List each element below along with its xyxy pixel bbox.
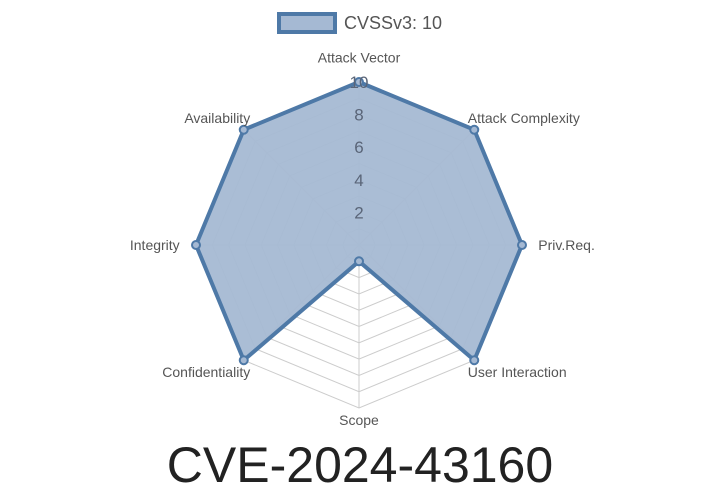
data-point	[238, 355, 249, 366]
data-point	[354, 77, 364, 87]
data-point	[469, 124, 480, 135]
axis-label: Attack Complexity	[468, 110, 580, 126]
tick-label: 6	[354, 138, 363, 157]
data-point	[354, 256, 364, 267]
data-point	[469, 355, 480, 366]
legend-label: CVSSv3: 10	[344, 13, 442, 33]
chart-title: CVE-2024-43160	[166, 437, 554, 493]
axis-label: Confidentiality	[162, 364, 250, 380]
data-point	[517, 240, 527, 250]
axis-label: Scope	[339, 412, 379, 428]
tick-label: 10	[350, 73, 369, 92]
tick-label: 2	[354, 203, 363, 222]
axis-label: Attack Vector	[318, 50, 401, 66]
data-point	[191, 240, 201, 250]
tick-label: 8	[354, 106, 363, 125]
legend-swatch	[277, 12, 337, 34]
axis-label: Integrity	[130, 237, 180, 253]
data-point	[238, 124, 249, 135]
axis-label: Availability	[184, 110, 250, 126]
axis-label: User Interaction	[468, 364, 567, 380]
axis-label: Priv.Req.	[538, 237, 595, 253]
tick-label: 4	[354, 171, 363, 190]
